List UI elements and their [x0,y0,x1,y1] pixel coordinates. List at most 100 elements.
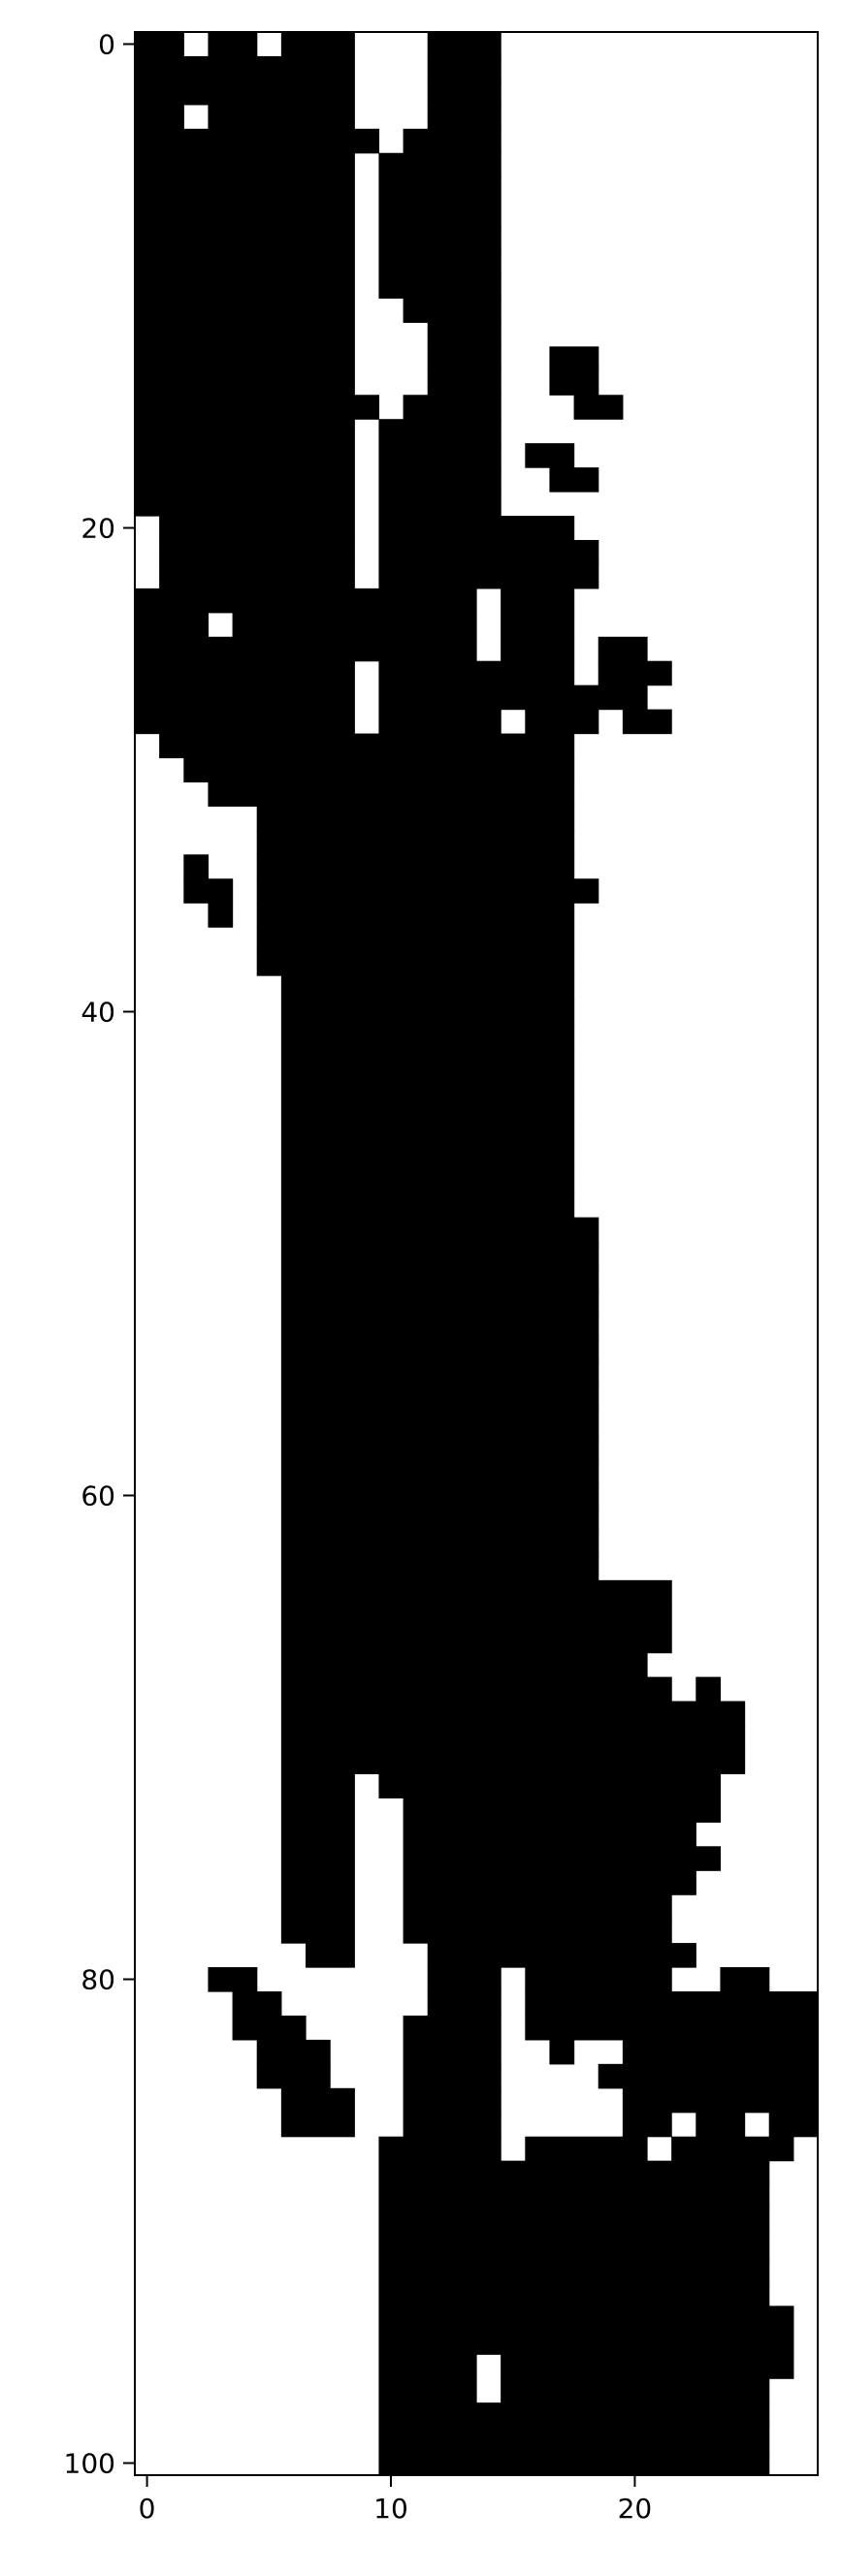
cell-run [280,1362,599,1387]
cell-run [135,273,355,300]
cell-run [183,757,575,783]
cell-run [135,225,355,251]
cell-run [280,1773,355,1798]
cell-run [280,1483,599,1509]
cell-run [403,2112,501,2138]
cell-run [280,1579,672,1606]
cell-run [280,1555,599,1581]
cell-run [232,1990,282,2017]
cell-run [403,2015,501,2041]
cell-run [256,903,575,928]
cell-run [208,903,234,928]
cell-run [549,346,599,371]
cell-run [549,2039,575,2065]
cell-run [135,660,355,686]
cell-run [427,80,501,106]
x-tick-label: 0 [139,2493,156,2525]
cell-run [501,2354,794,2379]
cell-run [280,2112,355,2138]
cell-run [280,1289,599,1315]
cell-run [280,1193,575,1219]
cell-run [549,467,599,493]
cell-run [378,2402,770,2428]
cell-run [501,2378,770,2403]
cell-run [598,2063,819,2089]
cell-run [256,878,599,904]
cell-run [378,684,501,711]
cell-run [403,1846,722,1871]
y-tick-label: 40 [81,996,115,1028]
cell-run [135,176,355,203]
cell-run [256,927,575,952]
cell-run [622,2087,819,2114]
cell-run [549,370,599,396]
cell-run [256,854,575,879]
heatmap-cells [135,32,819,2476]
cell-run [378,443,501,468]
cell-run [378,2209,770,2235]
cell-run [378,225,501,251]
cell-run [378,660,501,686]
cell-run [280,32,355,57]
cell-run [403,1919,672,1944]
cell-run [280,1797,355,1823]
cell-run [280,1894,355,1920]
cell-run [403,395,501,420]
cell-run [501,612,575,638]
cell-run [159,563,355,589]
cell-run [280,1217,599,1243]
cell-run [280,1071,575,1097]
cell-run [280,1435,599,1460]
cell-run [135,249,355,275]
cell-run [598,660,672,686]
cell-run [280,1338,599,1363]
cell-run [135,346,355,371]
cell-run [280,1023,575,1049]
cell-run [695,2112,746,2138]
cell-run [208,32,258,57]
cell-run [378,201,501,227]
x-tick-label: 20 [618,2493,653,2525]
cell-run [622,709,672,735]
cell-run [280,1265,599,1291]
cell-run [525,709,599,735]
cell-run [280,1047,575,1073]
cell-run [280,1144,575,1170]
cell-run [525,1990,819,2017]
y-tick-label: 80 [81,1964,115,1996]
cell-run [501,660,575,686]
cell-run [622,2039,819,2065]
cell-run [135,55,355,81]
cell-run [135,201,355,227]
cell-run [720,1967,770,1992]
cell-run [427,104,501,130]
cell-run [403,2063,501,2089]
cell-run [671,2136,794,2162]
cell-run [306,1943,355,1968]
cell-run [427,32,501,57]
cell-run [135,709,355,735]
cell-run [378,467,501,493]
cell-run [378,2136,501,2162]
cell-run [135,419,355,444]
cell-run [280,1241,599,1267]
cell-run [208,1967,258,1992]
cell-run [256,806,575,831]
cell-run [768,2112,819,2138]
cell-run [378,419,501,444]
cell-run [135,80,355,106]
x-tick-label: 10 [373,2493,408,2525]
cell-run [403,1797,722,1823]
cell-run [695,1676,722,1702]
cell-run [232,2015,307,2041]
cell-run [183,878,234,904]
cell-run [378,2330,794,2355]
cell-run [378,2306,794,2331]
cell-run [280,1822,355,1847]
cell-run [378,2451,770,2476]
cell-run [135,322,355,347]
cell-run [280,1120,575,1146]
cell-run [378,709,501,735]
cell-run [378,152,501,178]
